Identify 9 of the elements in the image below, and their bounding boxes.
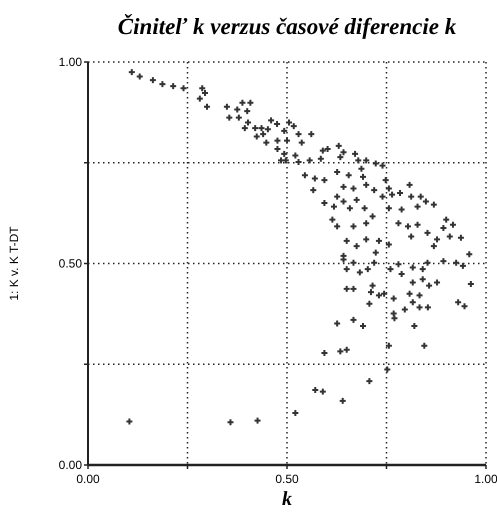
chart-title: Činiteľ k verzus časové diferencie k [118,14,457,39]
y-tick-label: 1.00 [58,55,82,69]
x-tick-label: 0.00 [76,472,100,486]
x-tick-label: 0.50 [275,472,299,486]
x-axis-title: k [282,488,292,510]
y-axis-title: 1: K v. K T-DT [7,226,21,301]
x-tick-label: 1.00 [474,472,497,486]
y-tick-label: 0.00 [58,458,82,472]
y-tick-label: 0.50 [58,256,82,270]
